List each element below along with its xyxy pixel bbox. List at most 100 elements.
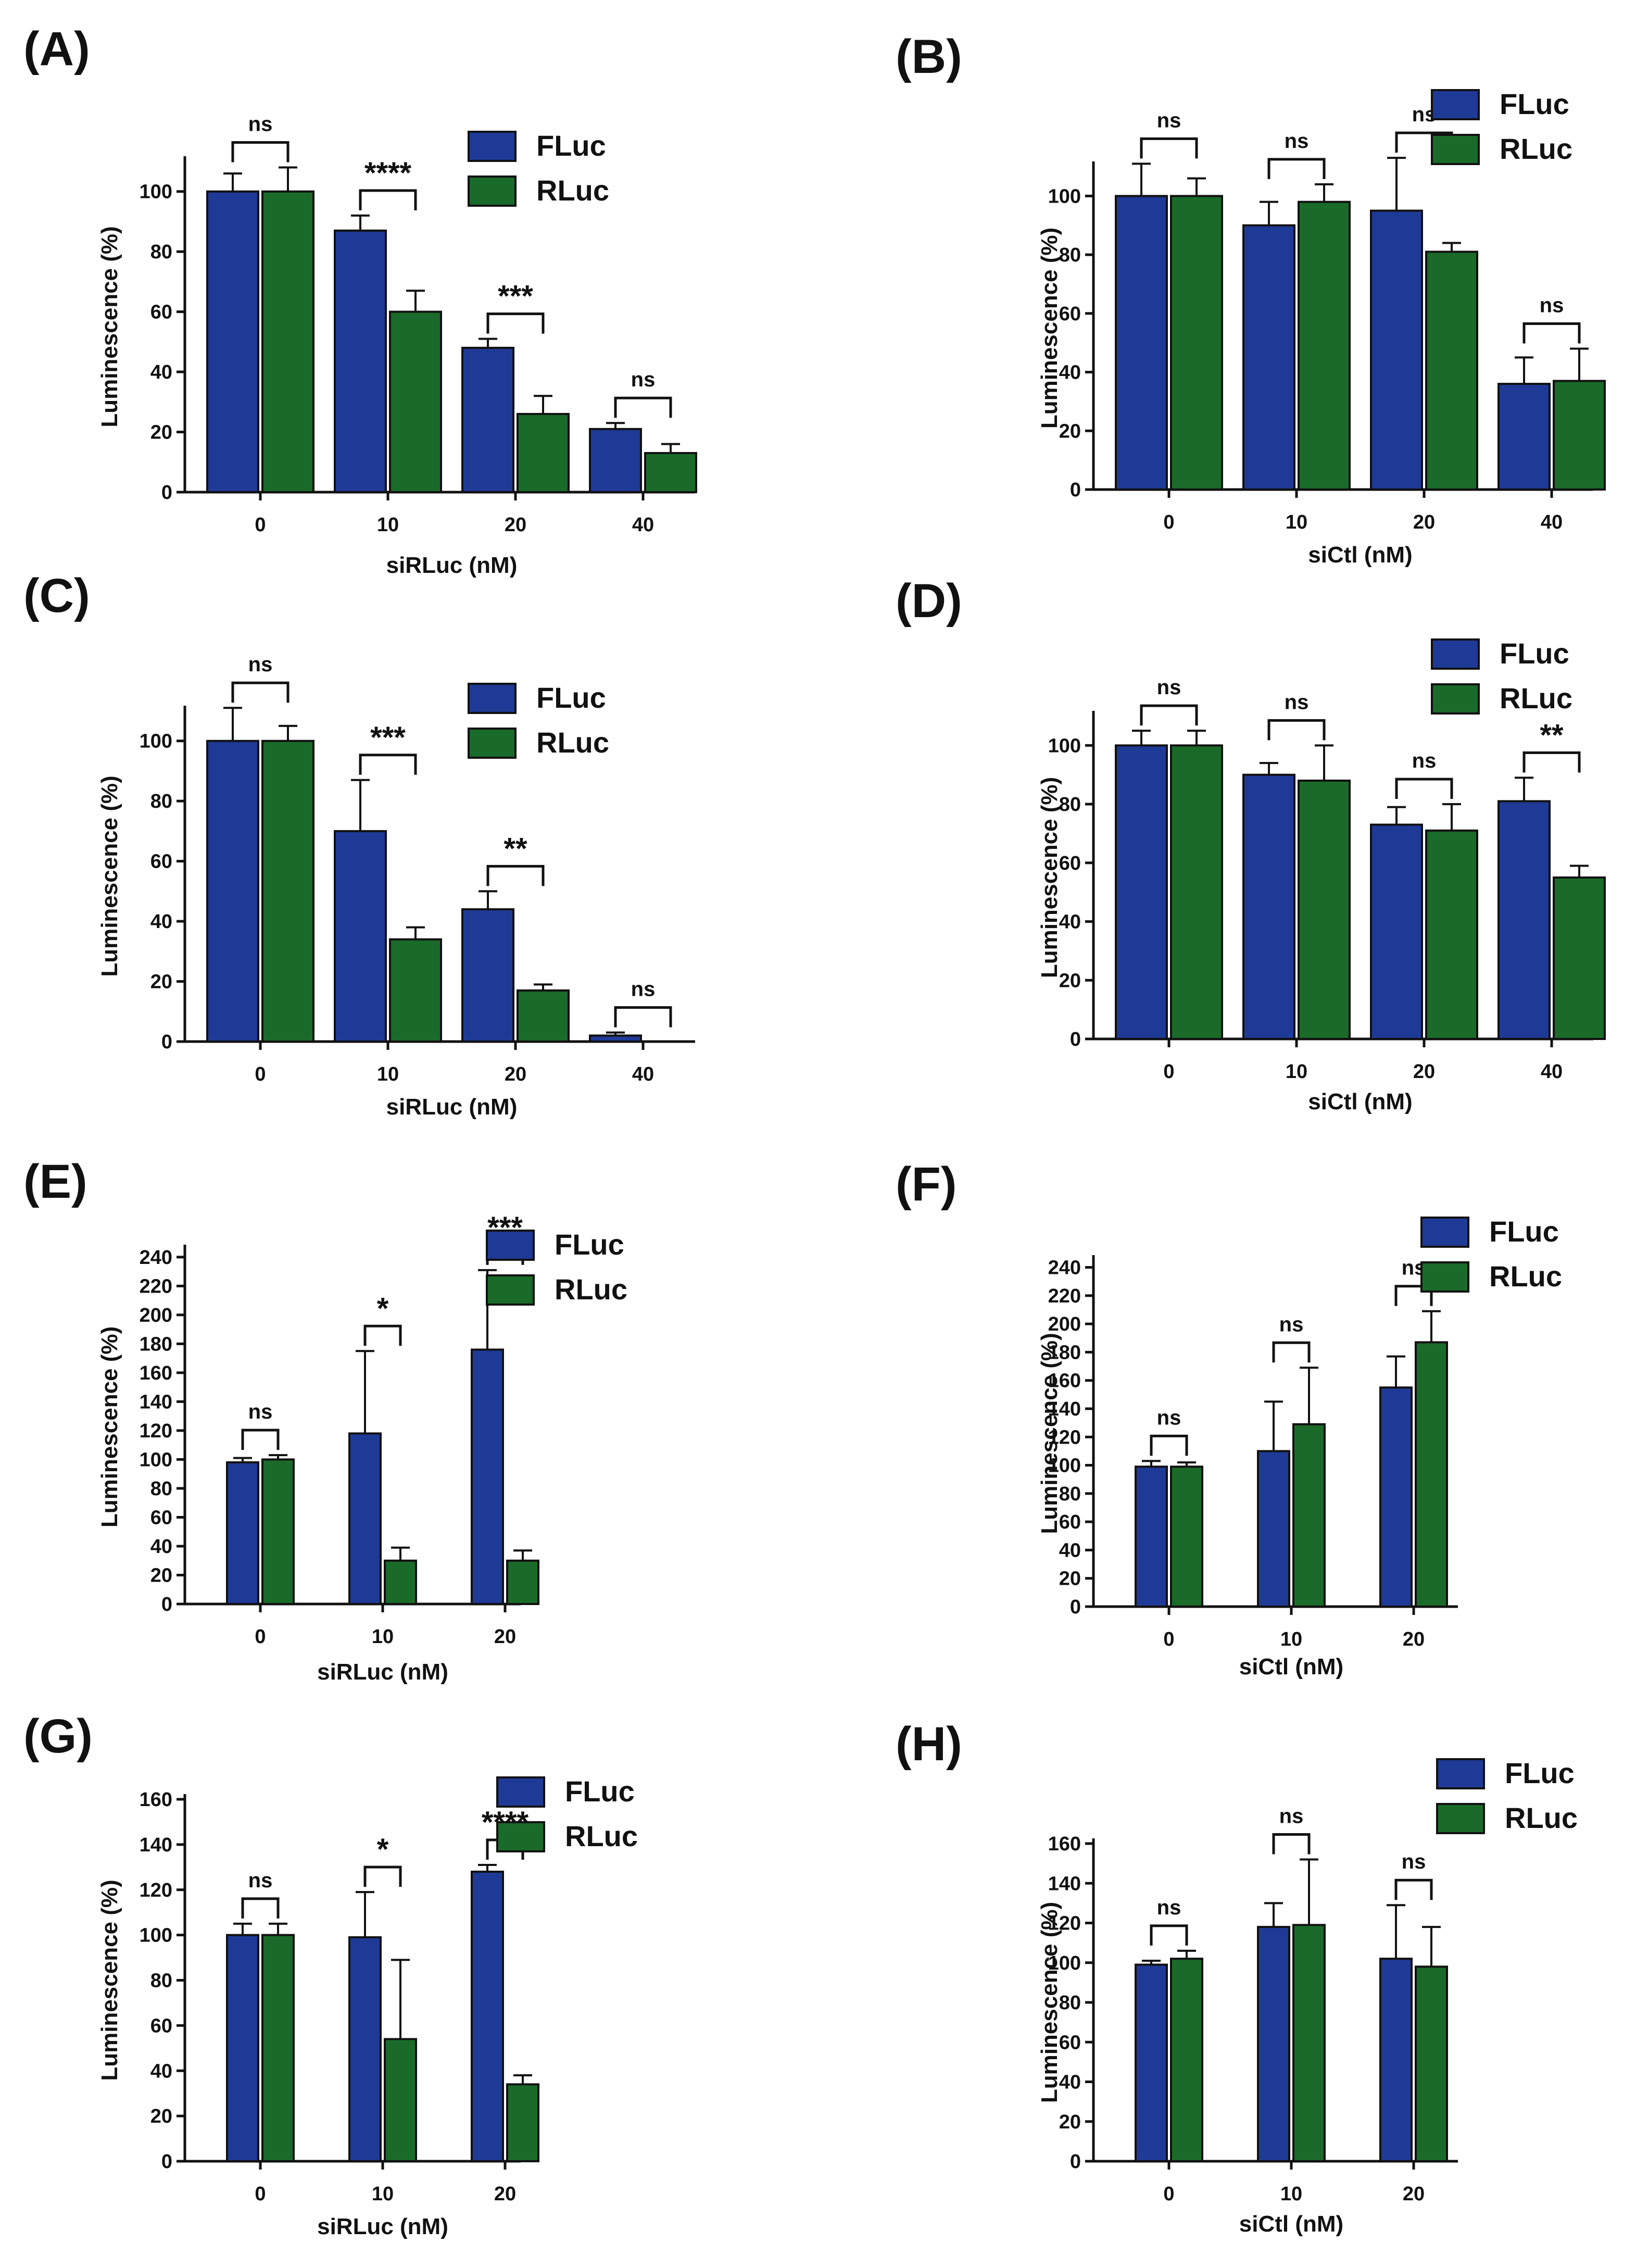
bar-rluc-20 [506,2083,539,2162]
x-tick-label: 40 [632,514,654,536]
significance-label: ns [1279,1313,1304,1336]
y-tick-label: 80 [1059,244,1081,266]
legend-label-rluc: RLuc [565,1820,638,1852]
significance-label: ** [1540,718,1564,752]
legend-label-rluc: RLuc [1489,1260,1562,1293]
panel-letter: (A) [23,22,90,76]
y-tick-label: 40 [1059,1539,1081,1561]
bar-rluc-0 [261,740,314,1043]
significance-label: **** [364,156,412,190]
bar-rluc-20 [517,412,570,494]
significance-bracket [359,754,417,775]
y-tick-label: 40 [150,1536,172,1558]
bar-rluc-0 [1170,1465,1203,1608]
significance-bracket [359,189,417,210]
x-tick-label: 10 [1280,1628,1302,1650]
y-tick-label: 0 [1070,1029,1081,1050]
legend-label-fluc: FLuc [1489,1215,1559,1248]
y-tick-label: 40 [1059,911,1081,933]
bar-rluc-10 [389,938,442,1043]
x-tick-label: 10 [1286,511,1307,533]
bar-fluc-20 [461,346,514,494]
y-tick-label: 80 [150,241,172,263]
x-tick-label: 20 [1413,511,1435,533]
significance-bracket [1150,1434,1188,1456]
significance-bracket [1267,158,1326,179]
y-tick-label: 160 [140,1789,172,1811]
y-axis-title: Luminescence (%) [1037,1902,1062,2103]
significance-bracket [1522,751,1581,773]
x-tick-label: 10 [372,2183,394,2205]
y-tick-label: 0 [161,2151,172,2173]
legend-swatch-rluc [1420,1261,1469,1293]
x-axis-title: siCtl (nM) [1239,2211,1343,2237]
bar-rluc-0 [261,1934,295,2162]
y-tick-label: 60 [150,302,172,323]
legend-label-rluc: RLuc [1500,132,1572,165]
chart-panel-f: (F)020406080100120140160180200220240Lumi… [896,1158,1562,1680]
y-tick-label: 60 [150,851,172,873]
x-tick-label: 10 [1286,1061,1307,1083]
x-tick-label: 40 [632,1063,654,1085]
bar-fluc-10 [1242,224,1295,491]
bar-fluc-0 [226,1934,259,2162]
y-tick-label: 40 [150,911,172,933]
y-tick-label: 240 [140,1247,172,1269]
legend-swatch-rluc [1431,683,1480,715]
y-tick-label: 20 [1059,970,1081,992]
x-tick-label: 20 [1403,1628,1425,1650]
y-tick-label: 40 [150,2060,172,2082]
significance-label: *** [498,280,533,314]
y-tick-label: 120 [140,1879,172,1901]
bar-fluc-20 [471,1871,504,2162]
bar-fluc-0 [206,190,259,493]
legend-swatch-rluc [468,728,517,759]
y-axis-title: Luminescence (%) [97,226,122,427]
y-tick-label: 100 [1048,735,1081,757]
y-tick-label: 220 [140,1275,172,1297]
bar-rluc-0 [1170,1958,1203,2162]
x-tick-label: 20 [505,1063,526,1085]
legend-swatch-rluc [1431,134,1480,165]
bar-fluc-40 [1497,383,1551,491]
x-axis-title: siCtl (nM) [1239,1654,1343,1680]
bar-rluc-10 [1298,201,1351,491]
bar-rluc-10 [1292,1423,1326,1608]
significance-bracket [486,864,545,886]
significance-label: ns [248,653,273,676]
legend-swatch-rluc [1436,1803,1485,1834]
y-tick-label: 60 [1059,853,1081,874]
x-axis-title: siCtl (nM) [1308,1089,1412,1114]
panel-letter: (C) [23,569,90,622]
significance-bracket [241,1429,280,1450]
x-axis-title: siRLuc (nM) [317,1659,448,1685]
x-tick-label: 20 [494,1626,516,1648]
bar-fluc-10 [1257,1926,1290,2162]
y-tick-label: 0 [161,482,172,504]
significance-label: * [377,1292,389,1325]
legend-label-fluc: FLuc [565,1775,635,1808]
bar-fluc-10 [334,229,387,493]
significance-bracket [486,312,545,334]
legend-label-fluc: FLuc [1500,637,1569,670]
significance-bracket [1267,719,1326,741]
bar-fluc-10 [348,1936,382,2162]
significance-label: ns [248,113,273,136]
y-tick-label: 100 [140,1925,172,1947]
bar-fluc-20 [471,1348,504,1606]
legend-label-rluc: RLuc [555,1273,627,1306]
significance-label: ns [1279,1805,1304,1828]
panel-letter: (G) [23,1710,93,1763]
y-tick-label: 100 [140,731,172,753]
bar-rluc-40 [1553,380,1606,491]
legend-label-fluc: FLuc [1500,87,1569,120]
significance-label: ns [1285,691,1309,713]
x-tick-label: 0 [1163,1628,1174,1650]
bar-fluc-20 [1379,1958,1413,2162]
x-tick-label: 10 [372,1626,394,1648]
bar-rluc-20 [517,989,570,1043]
bar-rluc-10 [1292,1924,1326,2162]
legend-swatch-fluc [1420,1217,1469,1248]
bar-fluc-10 [334,830,387,1043]
